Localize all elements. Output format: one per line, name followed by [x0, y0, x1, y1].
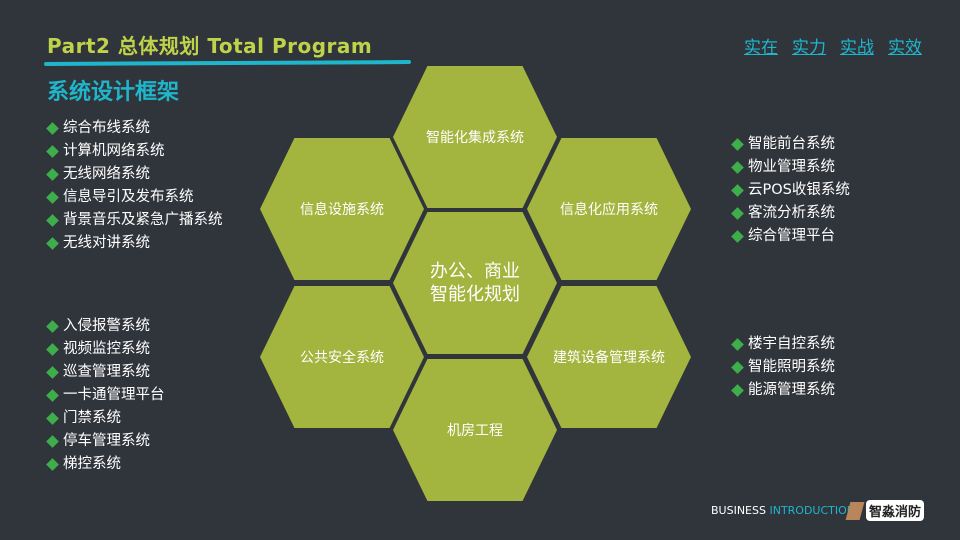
- diamond-bullet-icon: [46, 412, 59, 425]
- hex-integration-system: 智能化集成系统: [393, 66, 557, 208]
- diamond-bullet-icon: [46, 168, 59, 181]
- diamond-bullet-icon: [731, 161, 744, 174]
- list-item: 客流分析系统: [731, 202, 850, 225]
- list-item-label: 门禁系统: [63, 410, 121, 426]
- list-item-label: 一卡通管理平台: [63, 387, 165, 403]
- logo-mark-icon: [845, 501, 865, 520]
- center-line-2: 智能化规划: [430, 284, 520, 305]
- list-item-label: 入侵报警系统: [63, 318, 150, 334]
- logo-text: 智淼消防: [866, 500, 925, 521]
- diamond-bullet-icon: [731, 384, 744, 397]
- diamond-bullet-icon: [46, 122, 59, 135]
- list-item-label: 智能前台系统: [748, 136, 835, 152]
- slogan-link[interactable]: 实效: [888, 38, 922, 58]
- hex-building-equipment: 建筑设备管理系统: [527, 286, 691, 428]
- list-left-bottom: 入侵报警系统 视频监控系统 巡查管理系统 一卡通管理平台 门禁系统停车管理系统 梯控系统: [46, 315, 165, 476]
- diamond-bullet-icon: [46, 214, 59, 227]
- list-item-label: 物业管理系统: [748, 159, 835, 175]
- diamond-bullet-icon: [46, 145, 59, 158]
- list-item: 入侵报警系统: [46, 315, 165, 338]
- diamond-bullet-icon: [46, 320, 59, 333]
- list-item: 物业管理系统: [731, 156, 850, 179]
- diamond-bullet-icon: [46, 366, 59, 379]
- footer-label: BUSINESS INTRODUCTION: [711, 504, 855, 517]
- list-right-top: 智能前台系统 物业管理系统 云POS收银系统 客流分析系统 综合管理平台: [731, 133, 850, 248]
- list-item: 背景音乐及紧急广播系统: [46, 209, 223, 232]
- diamond-bullet-icon: [731, 230, 744, 243]
- list-item-label: 无线网络系统: [63, 166, 150, 182]
- list-item-label: 云POS收银系统: [748, 182, 850, 198]
- page-title: Part2 总体规划 Total Program: [47, 34, 373, 58]
- diamond-bullet-icon: [731, 138, 744, 151]
- hex-server-room: 机房工程: [393, 359, 557, 501]
- list-item: 综合布线系统: [46, 117, 223, 140]
- slogan-link[interactable]: 实战: [840, 38, 874, 58]
- list-item: 能源管理系统: [731, 379, 835, 402]
- hex-public-security: 公共安全系统: [260, 286, 424, 428]
- list-item: 无线网络系统: [46, 163, 223, 186]
- diamond-bullet-icon: [731, 338, 744, 351]
- list-item: 云POS收银系统: [731, 179, 850, 202]
- footer-introduction: INTRODUCTION: [765, 504, 856, 517]
- diamond-bullet-icon: [46, 343, 59, 356]
- list-item-label: 背景音乐及紧急广播系统: [63, 212, 223, 228]
- hex-info-application: 信息化应用系统: [527, 138, 691, 280]
- list-item-label: 能源管理系统: [748, 382, 835, 398]
- list-right-bottom: 楼宇自控系统 智能照明系统 能源管理系统: [731, 333, 835, 402]
- diamond-bullet-icon: [731, 207, 744, 220]
- list-item-label: 楼宇自控系统: [748, 336, 835, 352]
- footer-business: BUSINESS: [711, 504, 766, 517]
- diamond-bullet-icon: [46, 458, 59, 471]
- slogan-link[interactable]: 实在: [744, 38, 778, 58]
- list-item-label: 停车管理系统: [63, 433, 150, 449]
- list-item-label: 无线对讲系统: [63, 235, 150, 251]
- list-item: 综合管理平台: [731, 225, 850, 248]
- list-item: 门禁系统: [46, 407, 165, 430]
- list-item-label: 智能照明系统: [748, 359, 835, 375]
- diamond-bullet-icon: [731, 184, 744, 197]
- list-item-label: 视频监控系统: [63, 341, 150, 357]
- diamond-bullet-icon: [46, 389, 59, 402]
- list-item-label: 综合布线系统: [63, 120, 150, 136]
- list-item: 信息导引及发布系统: [46, 186, 223, 209]
- list-item-label: 客流分析系统: [748, 205, 835, 221]
- brand-logo: 智淼消防: [845, 500, 925, 521]
- list-item-label: 综合管理平台: [748, 228, 835, 244]
- diamond-bullet-icon: [46, 191, 59, 204]
- list-item: 智能照明系统: [731, 356, 835, 379]
- list-item-label: 计算机网络系统: [63, 143, 165, 159]
- list-item: 巡查管理系统: [46, 361, 165, 384]
- list-item: 一卡通管理平台: [46, 384, 165, 407]
- slogan-links: 实在 实力 实战 实效: [744, 33, 922, 58]
- section-subtitle: 系统设计框架: [47, 80, 180, 105]
- title-underline: [43, 60, 412, 66]
- list-item: 梯控系统: [46, 453, 165, 476]
- diamond-bullet-icon: [46, 237, 59, 250]
- list-item: 计算机网络系统: [46, 140, 223, 163]
- list-item: 视频监控系统: [46, 338, 165, 361]
- diamond-bullet-icon: [731, 361, 744, 374]
- hex-info-facility: 信息设施系统: [260, 138, 424, 280]
- list-item-label: 巡查管理系统: [63, 364, 150, 380]
- list-item-label: 梯控系统: [63, 456, 121, 472]
- hex-center: 办公、商业 智能化规划: [393, 212, 557, 354]
- diamond-bullet-icon: [46, 435, 59, 448]
- list-item: 无线对讲系统: [46, 232, 223, 255]
- list-item: 停车管理系统: [46, 430, 165, 453]
- list-left-top: 综合布线系统 计算机网络系统 无线网络系统信息导引及发布系统背景音乐及紧急广播系统无…: [46, 117, 223, 255]
- list-item: 智能前台系统: [731, 133, 850, 156]
- list-item: 楼宇自控系统: [731, 333, 835, 356]
- slogan-link[interactable]: 实力: [792, 38, 826, 58]
- center-line-1: 办公、商业: [430, 261, 520, 282]
- list-item-label: 信息导引及发布系统: [63, 189, 194, 205]
